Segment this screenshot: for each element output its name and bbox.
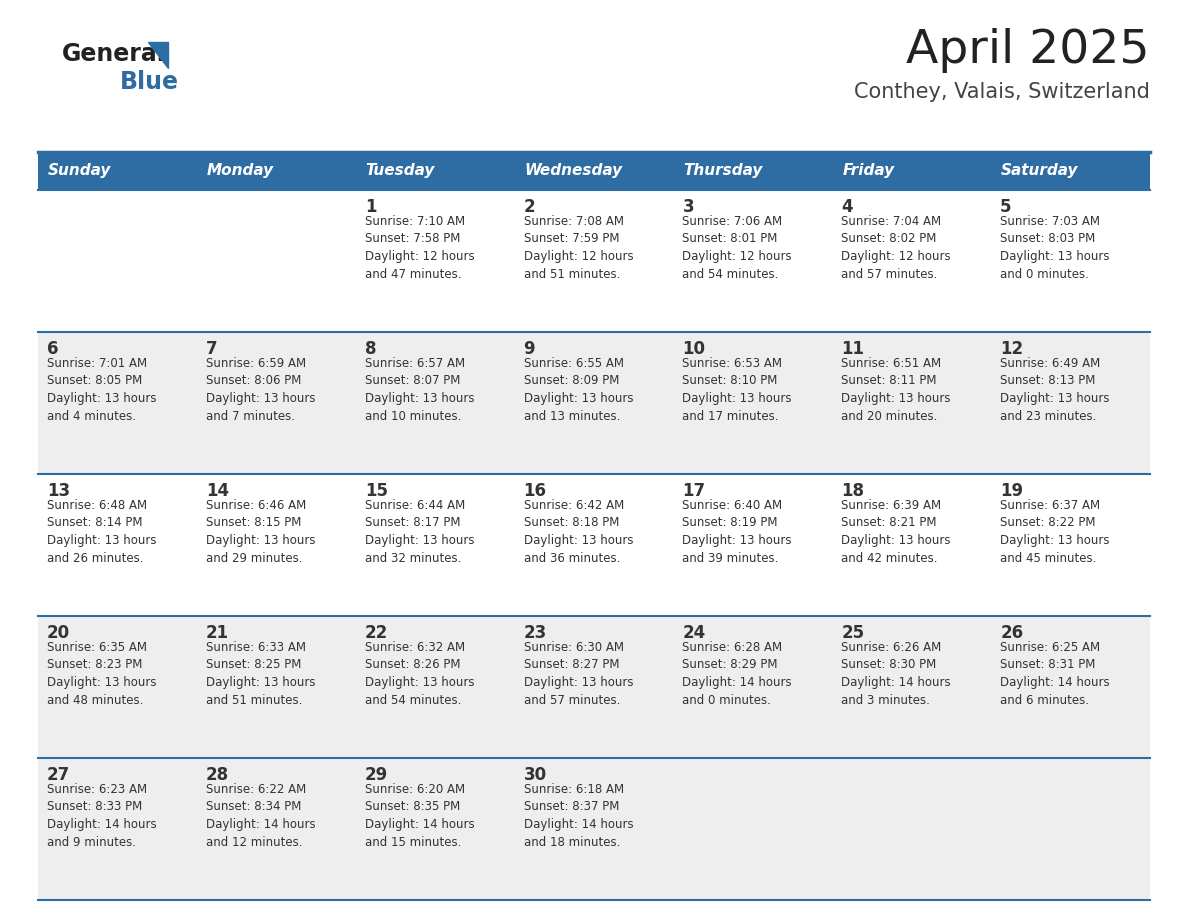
Text: Sunrise: 6:23 AM
Sunset: 8:33 PM
Daylight: 14 hours
and 9 minutes.: Sunrise: 6:23 AM Sunset: 8:33 PM Dayligh… xyxy=(48,783,157,848)
Text: Saturday: Saturday xyxy=(1001,163,1079,178)
Text: 7: 7 xyxy=(206,340,217,358)
Text: General: General xyxy=(62,42,166,66)
Text: Sunrise: 6:30 AM
Sunset: 8:27 PM
Daylight: 13 hours
and 57 minutes.: Sunrise: 6:30 AM Sunset: 8:27 PM Dayligh… xyxy=(524,641,633,707)
Text: Sunrise: 6:59 AM
Sunset: 8:06 PM
Daylight: 13 hours
and 7 minutes.: Sunrise: 6:59 AM Sunset: 8:06 PM Dayligh… xyxy=(206,357,315,422)
Text: Sunrise: 6:57 AM
Sunset: 8:07 PM
Daylight: 13 hours
and 10 minutes.: Sunrise: 6:57 AM Sunset: 8:07 PM Dayligh… xyxy=(365,357,474,422)
Text: Sunrise: 7:04 AM
Sunset: 8:02 PM
Daylight: 12 hours
and 57 minutes.: Sunrise: 7:04 AM Sunset: 8:02 PM Dayligh… xyxy=(841,215,950,281)
Text: 6: 6 xyxy=(48,340,58,358)
Text: 17: 17 xyxy=(682,482,706,500)
Text: 1: 1 xyxy=(365,198,377,216)
Text: Monday: Monday xyxy=(207,163,274,178)
Bar xyxy=(991,152,1150,190)
Text: 11: 11 xyxy=(841,340,865,358)
Text: Sunrise: 6:28 AM
Sunset: 8:29 PM
Daylight: 14 hours
and 0 minutes.: Sunrise: 6:28 AM Sunset: 8:29 PM Dayligh… xyxy=(682,641,792,707)
Bar xyxy=(355,152,514,190)
Bar xyxy=(833,152,991,190)
Text: Sunrise: 6:40 AM
Sunset: 8:19 PM
Daylight: 13 hours
and 39 minutes.: Sunrise: 6:40 AM Sunset: 8:19 PM Dayligh… xyxy=(682,499,792,565)
Bar xyxy=(197,152,355,190)
Text: Tuesday: Tuesday xyxy=(366,163,435,178)
Text: Sunrise: 6:39 AM
Sunset: 8:21 PM
Daylight: 13 hours
and 42 minutes.: Sunrise: 6:39 AM Sunset: 8:21 PM Dayligh… xyxy=(841,499,950,565)
Text: 9: 9 xyxy=(524,340,536,358)
Text: Sunrise: 7:06 AM
Sunset: 8:01 PM
Daylight: 12 hours
and 54 minutes.: Sunrise: 7:06 AM Sunset: 8:01 PM Dayligh… xyxy=(682,215,792,281)
Text: Conthey, Valais, Switzerland: Conthey, Valais, Switzerland xyxy=(854,82,1150,102)
Bar xyxy=(38,616,1150,758)
Polygon shape xyxy=(148,42,168,68)
Text: Sunrise: 6:46 AM
Sunset: 8:15 PM
Daylight: 13 hours
and 29 minutes.: Sunrise: 6:46 AM Sunset: 8:15 PM Dayligh… xyxy=(206,499,315,565)
Text: 4: 4 xyxy=(841,198,853,216)
Text: Sunrise: 6:25 AM
Sunset: 8:31 PM
Daylight: 14 hours
and 6 minutes.: Sunrise: 6:25 AM Sunset: 8:31 PM Dayligh… xyxy=(1000,641,1110,707)
Text: 24: 24 xyxy=(682,624,706,642)
Bar xyxy=(38,474,1150,616)
Text: 29: 29 xyxy=(365,766,388,784)
Text: Sunrise: 6:37 AM
Sunset: 8:22 PM
Daylight: 13 hours
and 45 minutes.: Sunrise: 6:37 AM Sunset: 8:22 PM Dayligh… xyxy=(1000,499,1110,565)
Text: 23: 23 xyxy=(524,624,546,642)
Bar xyxy=(38,190,1150,332)
Text: 13: 13 xyxy=(48,482,70,500)
Text: Sunrise: 7:10 AM
Sunset: 7:58 PM
Daylight: 12 hours
and 47 minutes.: Sunrise: 7:10 AM Sunset: 7:58 PM Dayligh… xyxy=(365,215,474,281)
Text: 22: 22 xyxy=(365,624,388,642)
Text: Sunrise: 6:18 AM
Sunset: 8:37 PM
Daylight: 14 hours
and 18 minutes.: Sunrise: 6:18 AM Sunset: 8:37 PM Dayligh… xyxy=(524,783,633,848)
Text: Sunrise: 6:53 AM
Sunset: 8:10 PM
Daylight: 13 hours
and 17 minutes.: Sunrise: 6:53 AM Sunset: 8:10 PM Dayligh… xyxy=(682,357,792,422)
Text: Sunrise: 6:55 AM
Sunset: 8:09 PM
Daylight: 13 hours
and 13 minutes.: Sunrise: 6:55 AM Sunset: 8:09 PM Dayligh… xyxy=(524,357,633,422)
Text: Sunrise: 7:08 AM
Sunset: 7:59 PM
Daylight: 12 hours
and 51 minutes.: Sunrise: 7:08 AM Sunset: 7:59 PM Dayligh… xyxy=(524,215,633,281)
Text: Blue: Blue xyxy=(120,70,179,94)
Bar xyxy=(38,332,1150,474)
Text: Wednesday: Wednesday xyxy=(525,163,623,178)
Text: Sunrise: 6:26 AM
Sunset: 8:30 PM
Daylight: 14 hours
and 3 minutes.: Sunrise: 6:26 AM Sunset: 8:30 PM Dayligh… xyxy=(841,641,950,707)
Text: 16: 16 xyxy=(524,482,546,500)
Text: Sunrise: 6:51 AM
Sunset: 8:11 PM
Daylight: 13 hours
and 20 minutes.: Sunrise: 6:51 AM Sunset: 8:11 PM Dayligh… xyxy=(841,357,950,422)
Bar xyxy=(38,758,1150,900)
Text: Sunrise: 6:48 AM
Sunset: 8:14 PM
Daylight: 13 hours
and 26 minutes.: Sunrise: 6:48 AM Sunset: 8:14 PM Dayligh… xyxy=(48,499,157,565)
Text: 21: 21 xyxy=(206,624,229,642)
Bar xyxy=(38,152,197,190)
Text: Sunrise: 6:22 AM
Sunset: 8:34 PM
Daylight: 14 hours
and 12 minutes.: Sunrise: 6:22 AM Sunset: 8:34 PM Dayligh… xyxy=(206,783,316,848)
Text: 3: 3 xyxy=(682,198,694,216)
Text: 14: 14 xyxy=(206,482,229,500)
Text: Sunrise: 6:42 AM
Sunset: 8:18 PM
Daylight: 13 hours
and 36 minutes.: Sunrise: 6:42 AM Sunset: 8:18 PM Dayligh… xyxy=(524,499,633,565)
Text: Sunrise: 7:03 AM
Sunset: 8:03 PM
Daylight: 13 hours
and 0 minutes.: Sunrise: 7:03 AM Sunset: 8:03 PM Dayligh… xyxy=(1000,215,1110,281)
Text: Sunrise: 6:49 AM
Sunset: 8:13 PM
Daylight: 13 hours
and 23 minutes.: Sunrise: 6:49 AM Sunset: 8:13 PM Dayligh… xyxy=(1000,357,1110,422)
Text: 8: 8 xyxy=(365,340,377,358)
Text: 28: 28 xyxy=(206,766,229,784)
Text: 20: 20 xyxy=(48,624,70,642)
Text: April 2025: April 2025 xyxy=(906,28,1150,73)
Text: 27: 27 xyxy=(48,766,70,784)
Text: Sunrise: 6:32 AM
Sunset: 8:26 PM
Daylight: 13 hours
and 54 minutes.: Sunrise: 6:32 AM Sunset: 8:26 PM Dayligh… xyxy=(365,641,474,707)
Text: Sunrise: 6:20 AM
Sunset: 8:35 PM
Daylight: 14 hours
and 15 minutes.: Sunrise: 6:20 AM Sunset: 8:35 PM Dayligh… xyxy=(365,783,474,848)
Text: 12: 12 xyxy=(1000,340,1023,358)
Text: 30: 30 xyxy=(524,766,546,784)
Text: 26: 26 xyxy=(1000,624,1023,642)
Text: Sunday: Sunday xyxy=(48,163,112,178)
Text: Sunrise: 6:35 AM
Sunset: 8:23 PM
Daylight: 13 hours
and 48 minutes.: Sunrise: 6:35 AM Sunset: 8:23 PM Dayligh… xyxy=(48,641,157,707)
Bar xyxy=(674,152,833,190)
Bar xyxy=(514,152,674,190)
Text: 10: 10 xyxy=(682,340,706,358)
Text: Sunrise: 7:01 AM
Sunset: 8:05 PM
Daylight: 13 hours
and 4 minutes.: Sunrise: 7:01 AM Sunset: 8:05 PM Dayligh… xyxy=(48,357,157,422)
Text: 2: 2 xyxy=(524,198,536,216)
Text: Sunrise: 6:33 AM
Sunset: 8:25 PM
Daylight: 13 hours
and 51 minutes.: Sunrise: 6:33 AM Sunset: 8:25 PM Dayligh… xyxy=(206,641,315,707)
Text: Friday: Friday xyxy=(842,163,895,178)
Text: Thursday: Thursday xyxy=(683,163,763,178)
Text: 18: 18 xyxy=(841,482,865,500)
Text: 19: 19 xyxy=(1000,482,1023,500)
Text: 5: 5 xyxy=(1000,198,1012,216)
Text: 25: 25 xyxy=(841,624,865,642)
Text: 15: 15 xyxy=(365,482,387,500)
Text: Sunrise: 6:44 AM
Sunset: 8:17 PM
Daylight: 13 hours
and 32 minutes.: Sunrise: 6:44 AM Sunset: 8:17 PM Dayligh… xyxy=(365,499,474,565)
